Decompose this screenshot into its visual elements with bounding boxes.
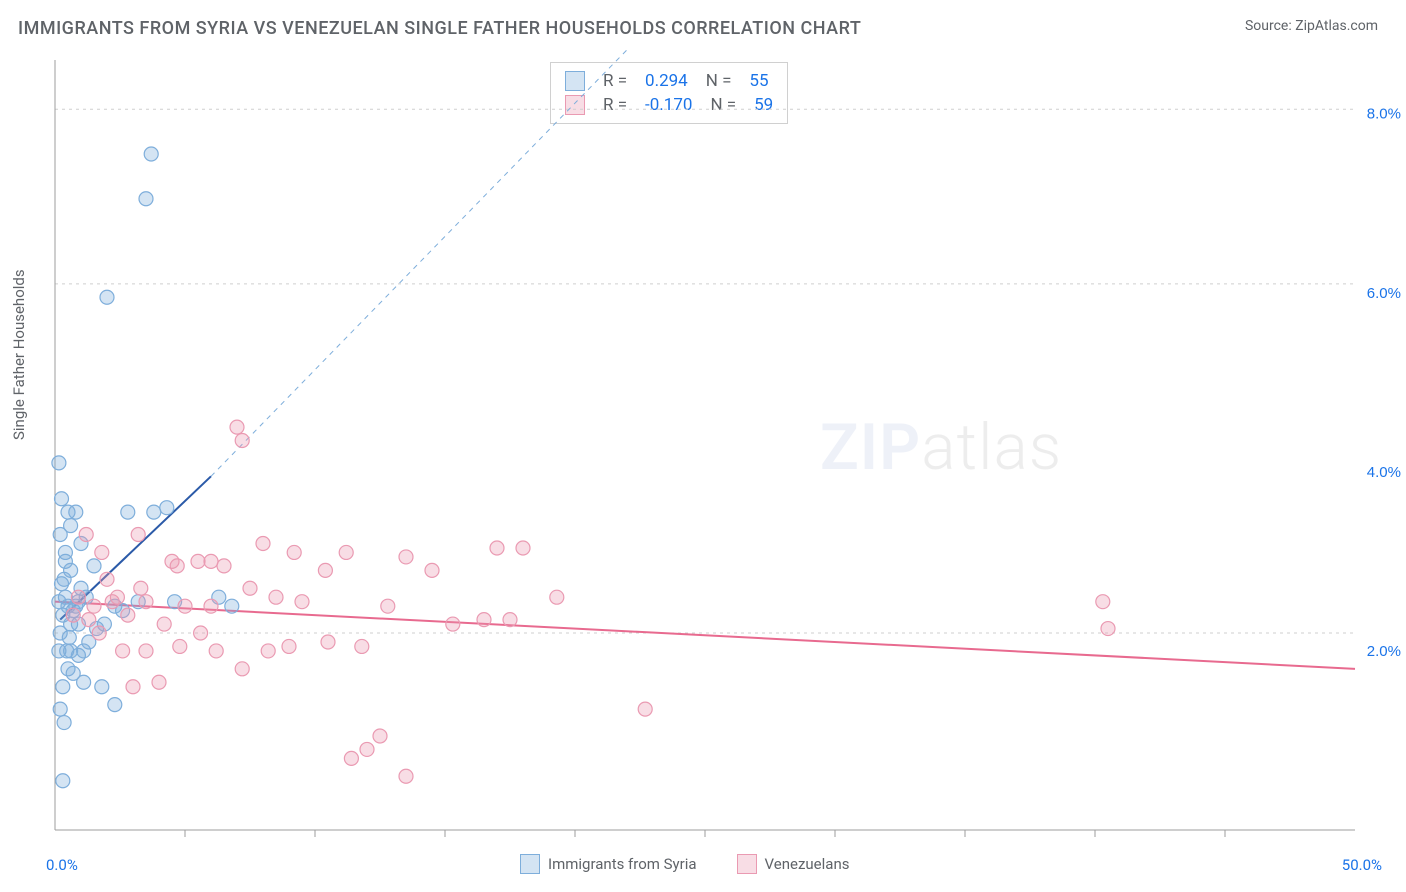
- point-venezuela: [477, 613, 491, 627]
- svg-text:4.0%: 4.0%: [1367, 464, 1401, 481]
- point-syria: [160, 501, 174, 515]
- svg-text:6.0%: 6.0%: [1367, 285, 1401, 302]
- point-venezuela: [230, 420, 244, 434]
- point-venezuela: [425, 563, 439, 577]
- point-venezuela: [173, 639, 187, 653]
- point-venezuela: [1096, 595, 1110, 609]
- point-venezuela: [446, 617, 460, 631]
- point-venezuela: [355, 639, 369, 653]
- svg-text:2.0%: 2.0%: [1367, 643, 1401, 660]
- point-venezuela: [344, 751, 358, 765]
- point-venezuela: [126, 680, 140, 694]
- point-venezuela: [82, 613, 96, 627]
- point-venezuela: [217, 559, 231, 573]
- point-syria: [225, 599, 239, 613]
- point-syria: [58, 554, 72, 568]
- point-venezuela: [165, 554, 179, 568]
- point-venezuela: [157, 617, 171, 631]
- point-syria: [108, 698, 122, 712]
- legend: Immigrants from Syria Venezuelans: [520, 854, 849, 874]
- point-syria: [52, 595, 66, 609]
- point-venezuela: [66, 608, 80, 622]
- point-venezuela: [71, 590, 85, 604]
- point-venezuela: [399, 550, 413, 564]
- point-venezuela: [204, 554, 218, 568]
- legend-label-venezuela: Venezuelans: [765, 855, 850, 873]
- point-venezuela: [92, 626, 106, 640]
- point-venezuela: [87, 599, 101, 613]
- point-venezuela: [550, 590, 564, 604]
- point-syria: [56, 680, 70, 694]
- point-venezuela: [381, 599, 395, 613]
- point-venezuela: [191, 554, 205, 568]
- point-syria: [121, 505, 135, 519]
- point-venezuela: [516, 541, 530, 555]
- point-venezuela: [139, 595, 153, 609]
- point-venezuela: [339, 545, 353, 559]
- x-axis-max-label: 50.0%: [1342, 856, 1382, 874]
- point-syria: [64, 644, 78, 658]
- point-venezuela: [399, 769, 413, 783]
- point-venezuela: [318, 563, 332, 577]
- point-venezuela: [95, 545, 109, 559]
- point-syria: [69, 505, 83, 519]
- point-syria: [53, 702, 67, 716]
- point-venezuela: [243, 581, 257, 595]
- point-syria: [144, 147, 158, 161]
- point-venezuela: [490, 541, 504, 555]
- point-venezuela: [134, 581, 148, 595]
- legend-swatch-syria: [520, 854, 540, 874]
- point-venezuela: [269, 590, 283, 604]
- point-venezuela: [295, 595, 309, 609]
- scatter-chart: 2.0% 4.0% 6.0% 8.0%: [0, 50, 1406, 850]
- point-venezuela: [261, 644, 275, 658]
- point-venezuela: [638, 702, 652, 716]
- point-syria: [66, 666, 80, 680]
- point-syria: [55, 492, 69, 506]
- point-venezuela: [287, 545, 301, 559]
- point-syria: [52, 456, 66, 470]
- point-syria: [55, 577, 69, 591]
- legend-swatch-venezuela: [737, 854, 757, 874]
- point-venezuela: [321, 635, 335, 649]
- point-venezuela: [204, 599, 218, 613]
- point-syria: [139, 192, 153, 206]
- point-venezuela: [110, 590, 124, 604]
- point-syria: [57, 716, 71, 730]
- point-venezuela: [178, 599, 192, 613]
- point-venezuela: [152, 675, 166, 689]
- point-venezuela: [116, 644, 130, 658]
- point-syria: [77, 644, 91, 658]
- legend-item-venezuela: Venezuelans: [737, 854, 850, 874]
- point-venezuela: [373, 729, 387, 743]
- point-venezuela: [209, 644, 223, 658]
- point-venezuela: [503, 613, 517, 627]
- point-venezuela: [194, 626, 208, 640]
- point-syria: [147, 505, 161, 519]
- point-syria: [87, 559, 101, 573]
- point-venezuela: [282, 639, 296, 653]
- point-venezuela: [360, 742, 374, 756]
- source-attribution: Source: ZipAtlas.com: [1245, 18, 1378, 34]
- point-syria: [62, 631, 76, 645]
- point-venezuela: [79, 528, 93, 542]
- chart-title: IMMIGRANTS FROM SYRIA VS VENEZUELAN SING…: [18, 18, 861, 39]
- point-venezuela: [131, 528, 145, 542]
- legend-label-syria: Immigrants from Syria: [548, 855, 697, 873]
- point-syria: [53, 528, 67, 542]
- point-venezuela: [121, 608, 135, 622]
- point-venezuela: [235, 434, 249, 448]
- point-venezuela: [100, 572, 114, 586]
- point-venezuela: [256, 536, 270, 550]
- point-venezuela: [139, 644, 153, 658]
- point-syria: [95, 680, 109, 694]
- point-syria: [56, 774, 70, 788]
- point-syria: [100, 290, 114, 304]
- legend-item-syria: Immigrants from Syria: [520, 854, 697, 874]
- svg-text:8.0%: 8.0%: [1367, 106, 1401, 123]
- point-venezuela: [1101, 622, 1115, 636]
- point-venezuela: [235, 662, 249, 676]
- x-axis-min-label: 0.0%: [46, 856, 78, 874]
